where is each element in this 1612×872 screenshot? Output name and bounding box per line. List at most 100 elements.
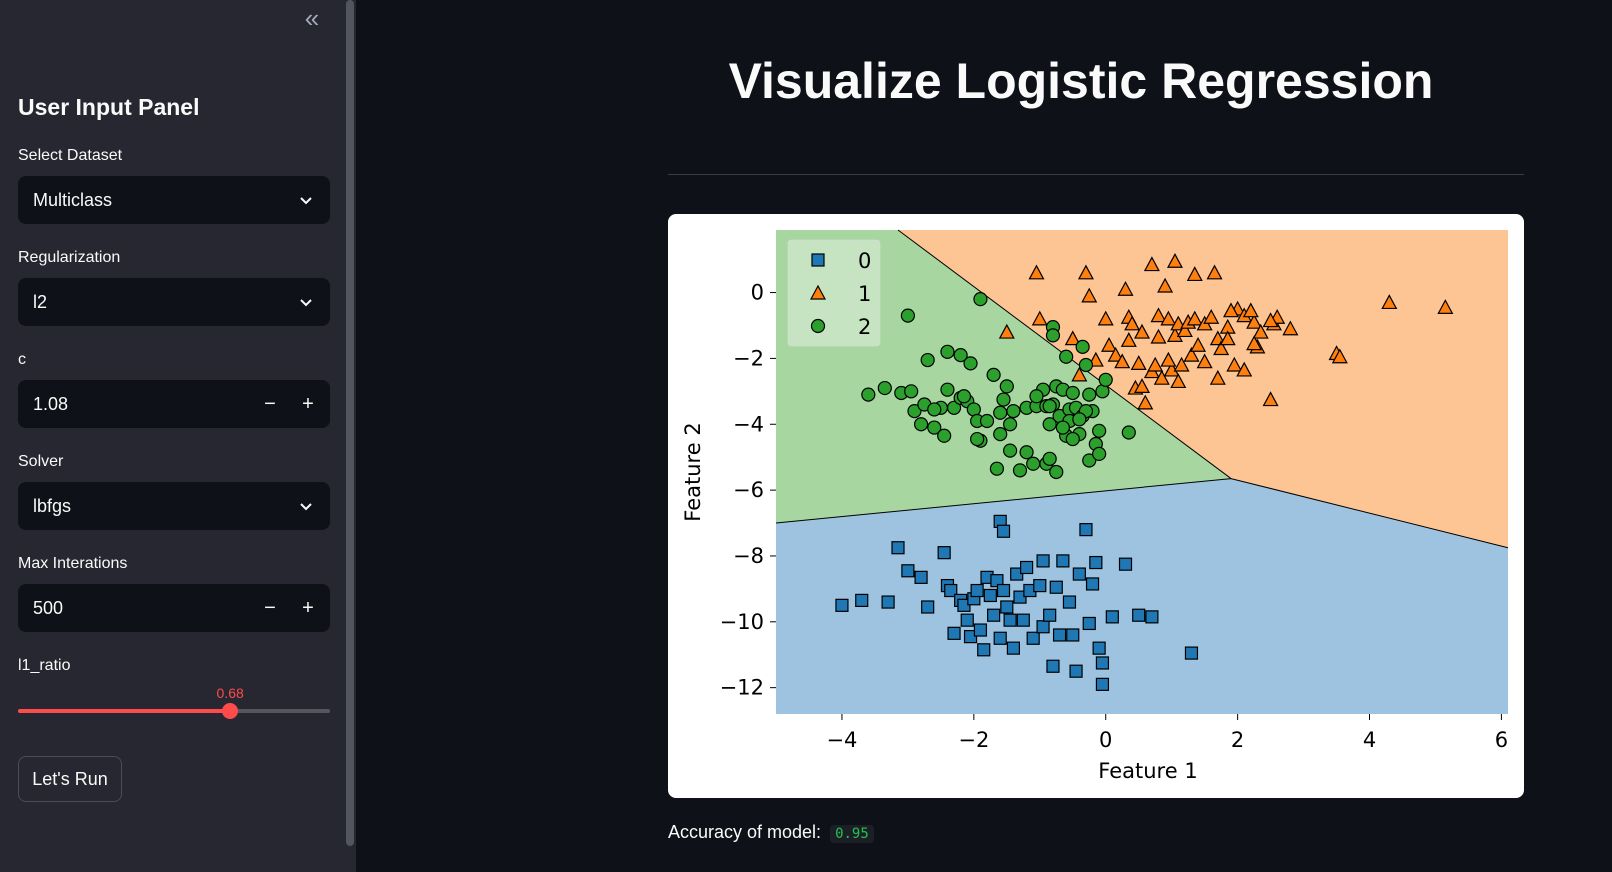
data-point-class-1 xyxy=(1120,332,1137,347)
data-point-class-1 xyxy=(1183,346,1200,362)
max-iter-decrement-button[interactable]: − xyxy=(264,597,276,619)
max-iter-number-input[interactable]: 500 − + xyxy=(18,584,330,632)
y-tick-label: −4 xyxy=(733,412,764,436)
data-point-class-0 xyxy=(1085,577,1100,591)
data-point-class-2 xyxy=(1029,389,1044,404)
panel-title: User Input Panel xyxy=(18,94,200,120)
data-point-class-2 xyxy=(986,367,1001,382)
l1-ratio-label: l1_ratio xyxy=(18,657,71,674)
data-point-class-0 xyxy=(1043,608,1057,622)
data-point-class-1 xyxy=(1226,356,1243,372)
x-tick-label: 2 xyxy=(1231,728,1244,752)
data-point-class-1 xyxy=(1262,312,1279,328)
data-point-class-0 xyxy=(1056,554,1070,568)
max-iter-increment-button[interactable]: + xyxy=(302,597,314,619)
decision-boundary-line xyxy=(775,478,1509,549)
data-point-class-2 xyxy=(1045,328,1061,343)
l1-ratio-slider[interactable]: 0.68 xyxy=(18,685,330,719)
data-point-class-2 xyxy=(877,380,892,396)
accuracy-value: 0.95 xyxy=(830,825,874,843)
data-point-class-0 xyxy=(1089,555,1103,570)
sidebar-scrollbar[interactable] xyxy=(346,0,354,846)
x-tick-label: 6 xyxy=(1495,728,1508,752)
data-point-class-0 xyxy=(1118,557,1133,571)
regularization-label: Regularization xyxy=(18,249,121,266)
data-point-class-0 xyxy=(970,583,984,598)
x-tick-label: −4 xyxy=(826,728,857,752)
data-point-class-1 xyxy=(1160,310,1177,326)
data-point-class-2 xyxy=(904,384,919,399)
data-point-class-2 xyxy=(927,420,942,435)
data-point-class-0 xyxy=(1082,616,1096,631)
data-point-class-1 xyxy=(1130,355,1147,370)
y-tick-label: −12 xyxy=(720,676,764,700)
data-point-class-2 xyxy=(920,352,935,368)
run-button[interactable]: Let's Run xyxy=(18,756,122,802)
dataset-select[interactable]: Multiclass xyxy=(18,176,330,224)
scatter-chart: −4 −2 0 2 4 6 0 −2 −4 −6 −8 −10 −12 Feature 1 Feature … xyxy=(681,229,1509,783)
max-iter-value[interactable]: 500 xyxy=(33,598,64,618)
c-value[interactable]: 1.08 xyxy=(33,394,69,414)
data-point-class-0 xyxy=(944,583,958,598)
data-point-class-2 xyxy=(937,428,952,443)
data-point-class-1 xyxy=(1223,302,1240,318)
data-point-class-0 xyxy=(993,631,1007,645)
data-point-class-0 xyxy=(835,598,849,612)
data-point-class-1 xyxy=(1153,369,1170,385)
x-tick-label: −2 xyxy=(958,728,989,752)
data-point-class-0 xyxy=(1066,628,1080,642)
data-point-class-1 xyxy=(1097,310,1114,326)
regularization-select[interactable]: l2 xyxy=(18,278,330,326)
legend-marker-1 xyxy=(809,284,827,300)
data-point-class-0 xyxy=(914,570,928,584)
data-point-class-1 xyxy=(1246,313,1263,329)
slider-thumb[interactable] xyxy=(222,703,239,719)
data-point-class-0 xyxy=(1184,646,1199,660)
data-point-class-1 xyxy=(1381,294,1398,310)
data-point-class-1 xyxy=(1331,348,1348,364)
c-decrement-button[interactable]: − xyxy=(264,393,276,415)
data-point-class-2 xyxy=(907,403,922,419)
data-point-class-2 xyxy=(1072,412,1087,427)
data-point-class-2 xyxy=(1042,451,1057,466)
y-tick-label: −2 xyxy=(733,346,764,370)
solver-value: lbfgs xyxy=(33,496,72,516)
decision-boundary-plot: −4 −2 0 2 4 6 0 −2 −4 −6 −8 −10 −12 Feature 1 Feature … xyxy=(668,214,1524,798)
data-point-class-1 xyxy=(1133,378,1151,393)
data-point-class-1 xyxy=(1209,369,1226,385)
data-point-class-1 xyxy=(1213,340,1230,356)
data-point-class-1 xyxy=(1143,256,1160,272)
data-point-class-0 xyxy=(901,564,915,578)
data-point-class-0 xyxy=(1036,554,1050,568)
data-point-class-0 xyxy=(947,626,961,640)
data-point-class-0 xyxy=(891,541,905,555)
data-point-class-0 xyxy=(1000,600,1014,614)
c-number-input[interactable]: 1.08 − + xyxy=(18,380,330,428)
data-point-class-2 xyxy=(1042,417,1057,432)
data-point-class-1 xyxy=(1282,320,1299,336)
solver-select[interactable]: lbfgs xyxy=(18,482,330,530)
data-point-class-0 xyxy=(1033,578,1047,593)
data-point-class-0 xyxy=(1036,620,1050,634)
chevron-down-icon xyxy=(300,503,312,511)
data-point-class-1 xyxy=(1081,287,1098,303)
data-point-class-1 xyxy=(1252,323,1269,339)
legend-label: 0 xyxy=(858,249,871,273)
divider xyxy=(668,174,1524,175)
y-tick-label: 0 xyxy=(751,281,764,305)
data-point-class-1 xyxy=(1071,366,1088,382)
collapse-sidebar-icon[interactable]: « xyxy=(304,3,320,33)
data-point-class-2 xyxy=(1082,453,1097,468)
x-tick-label: 0 xyxy=(1099,728,1112,752)
accuracy-label: Accuracy of model: xyxy=(668,822,822,842)
max-iter-label: Max Interations xyxy=(18,555,128,572)
data-point-class-0 xyxy=(881,595,895,609)
data-point-class-0 xyxy=(1095,677,1110,691)
data-point-class-1 xyxy=(1137,394,1154,410)
c-increment-button[interactable]: + xyxy=(302,393,314,415)
data-point-class-0 xyxy=(1132,608,1146,622)
x-axis-label: Feature 1 xyxy=(1098,759,1197,783)
data-point-class-1 xyxy=(1219,330,1236,346)
dataset-value: Multiclass xyxy=(33,190,113,210)
data-point-class-2 xyxy=(1121,425,1136,440)
